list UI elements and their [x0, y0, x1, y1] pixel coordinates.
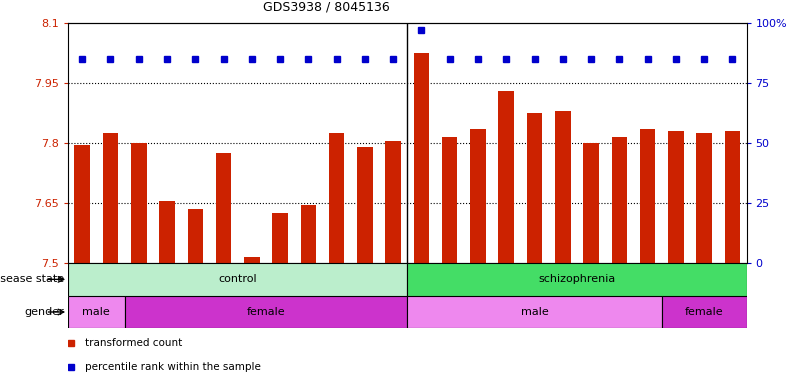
Bar [413, 53, 429, 263]
Text: female: female [247, 307, 285, 317]
Bar [329, 133, 344, 263]
Bar [159, 201, 175, 263]
Bar [442, 137, 457, 263]
Bar [470, 129, 485, 263]
Text: control: control [219, 274, 257, 285]
Text: schizophrenia: schizophrenia [538, 274, 615, 285]
Text: percentile rank within the sample: percentile rank within the sample [85, 362, 261, 372]
Bar [407, 296, 662, 328]
Bar [668, 131, 683, 263]
Bar [272, 213, 288, 263]
Bar [131, 143, 147, 263]
Bar [555, 111, 570, 263]
Text: gender: gender [24, 307, 64, 317]
Bar [498, 91, 514, 263]
Text: male: male [83, 307, 111, 317]
Bar [68, 263, 407, 296]
Bar [300, 205, 316, 263]
Bar [74, 145, 90, 263]
Bar [407, 263, 747, 296]
Bar [662, 296, 747, 328]
Bar [187, 209, 203, 263]
Bar [527, 113, 542, 263]
Bar [611, 137, 627, 263]
Bar [215, 153, 231, 263]
Bar [357, 147, 372, 263]
Bar [583, 143, 599, 263]
Text: disease state: disease state [0, 274, 64, 285]
Bar [68, 296, 125, 328]
Bar [244, 257, 260, 263]
Text: GDS3938 / 8045136: GDS3938 / 8045136 [263, 0, 389, 13]
Bar [725, 131, 740, 263]
Bar [103, 133, 119, 263]
Text: transformed count: transformed count [85, 338, 183, 348]
Text: female: female [685, 307, 723, 317]
Bar [125, 296, 407, 328]
Bar [640, 129, 655, 263]
Text: male: male [521, 307, 549, 317]
Bar [385, 141, 401, 263]
Bar [696, 133, 712, 263]
